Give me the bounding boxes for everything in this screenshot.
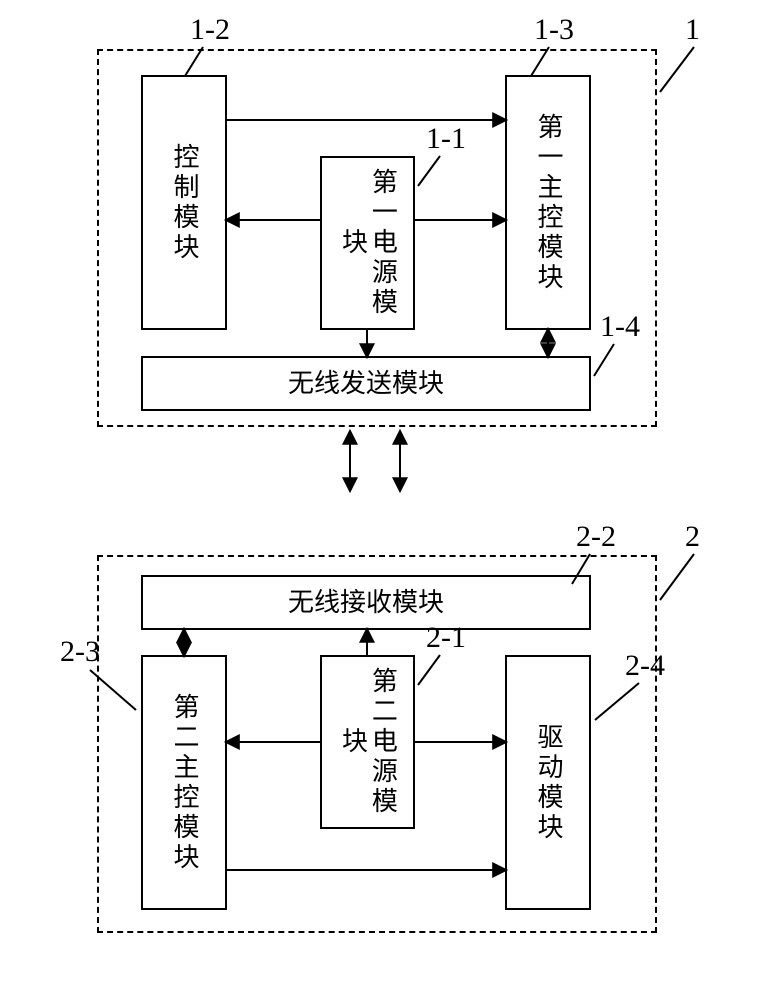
label-n2_3: 2-3 (60, 635, 100, 669)
label-group1: 1 (685, 13, 700, 47)
leader-line-group2 (660, 554, 694, 600)
box-text-b2_1: 第二电源模块 (338, 657, 398, 827)
diagram-stage: 控制模块 第一电源模块 第一主控模块无线发送模块无线接收模块第二主控模块 第二电源模块… (0, 0, 768, 1000)
box-b1_3: 第一主控模块 (505, 75, 591, 330)
box-b1_1: 第一电源模块 (320, 156, 415, 330)
box-b1_4: 无线发送模块 (141, 356, 591, 411)
label-n2_1: 2-1 (426, 621, 466, 655)
box-text-b2_2: 无线接收模块 (288, 588, 444, 618)
label-n1_4: 1-4 (600, 310, 640, 344)
box-b2_1: 第二电源模块 (320, 655, 415, 829)
box-b2_4: 驱动模块 (505, 655, 591, 910)
box-text-b2_3: 第二主控模块 (169, 693, 199, 873)
leader-line-group1 (660, 47, 694, 92)
box-text-b1_4: 无线发送模块 (288, 369, 444, 399)
box-text-b1_3: 第一主控模块 (533, 113, 563, 293)
label-n1_3: 1-3 (534, 13, 574, 47)
box-text-b2_4: 驱动模块 (533, 723, 563, 843)
box-text-b1_1: 第一电源模块 (338, 158, 398, 328)
box-text-b1_2: 控制模块 (169, 143, 199, 263)
label-n1_1: 1-1 (426, 122, 466, 156)
label-n2_4: 2-4 (625, 649, 665, 683)
box-b2_3: 第二主控模块 (141, 655, 227, 910)
label-group2: 2 (685, 520, 700, 554)
label-n2_2: 2-2 (576, 520, 616, 554)
box-b2_2: 无线接收模块 (141, 575, 591, 630)
label-n1_2: 1-2 (190, 13, 230, 47)
box-b1_2: 控制模块 (141, 75, 227, 330)
